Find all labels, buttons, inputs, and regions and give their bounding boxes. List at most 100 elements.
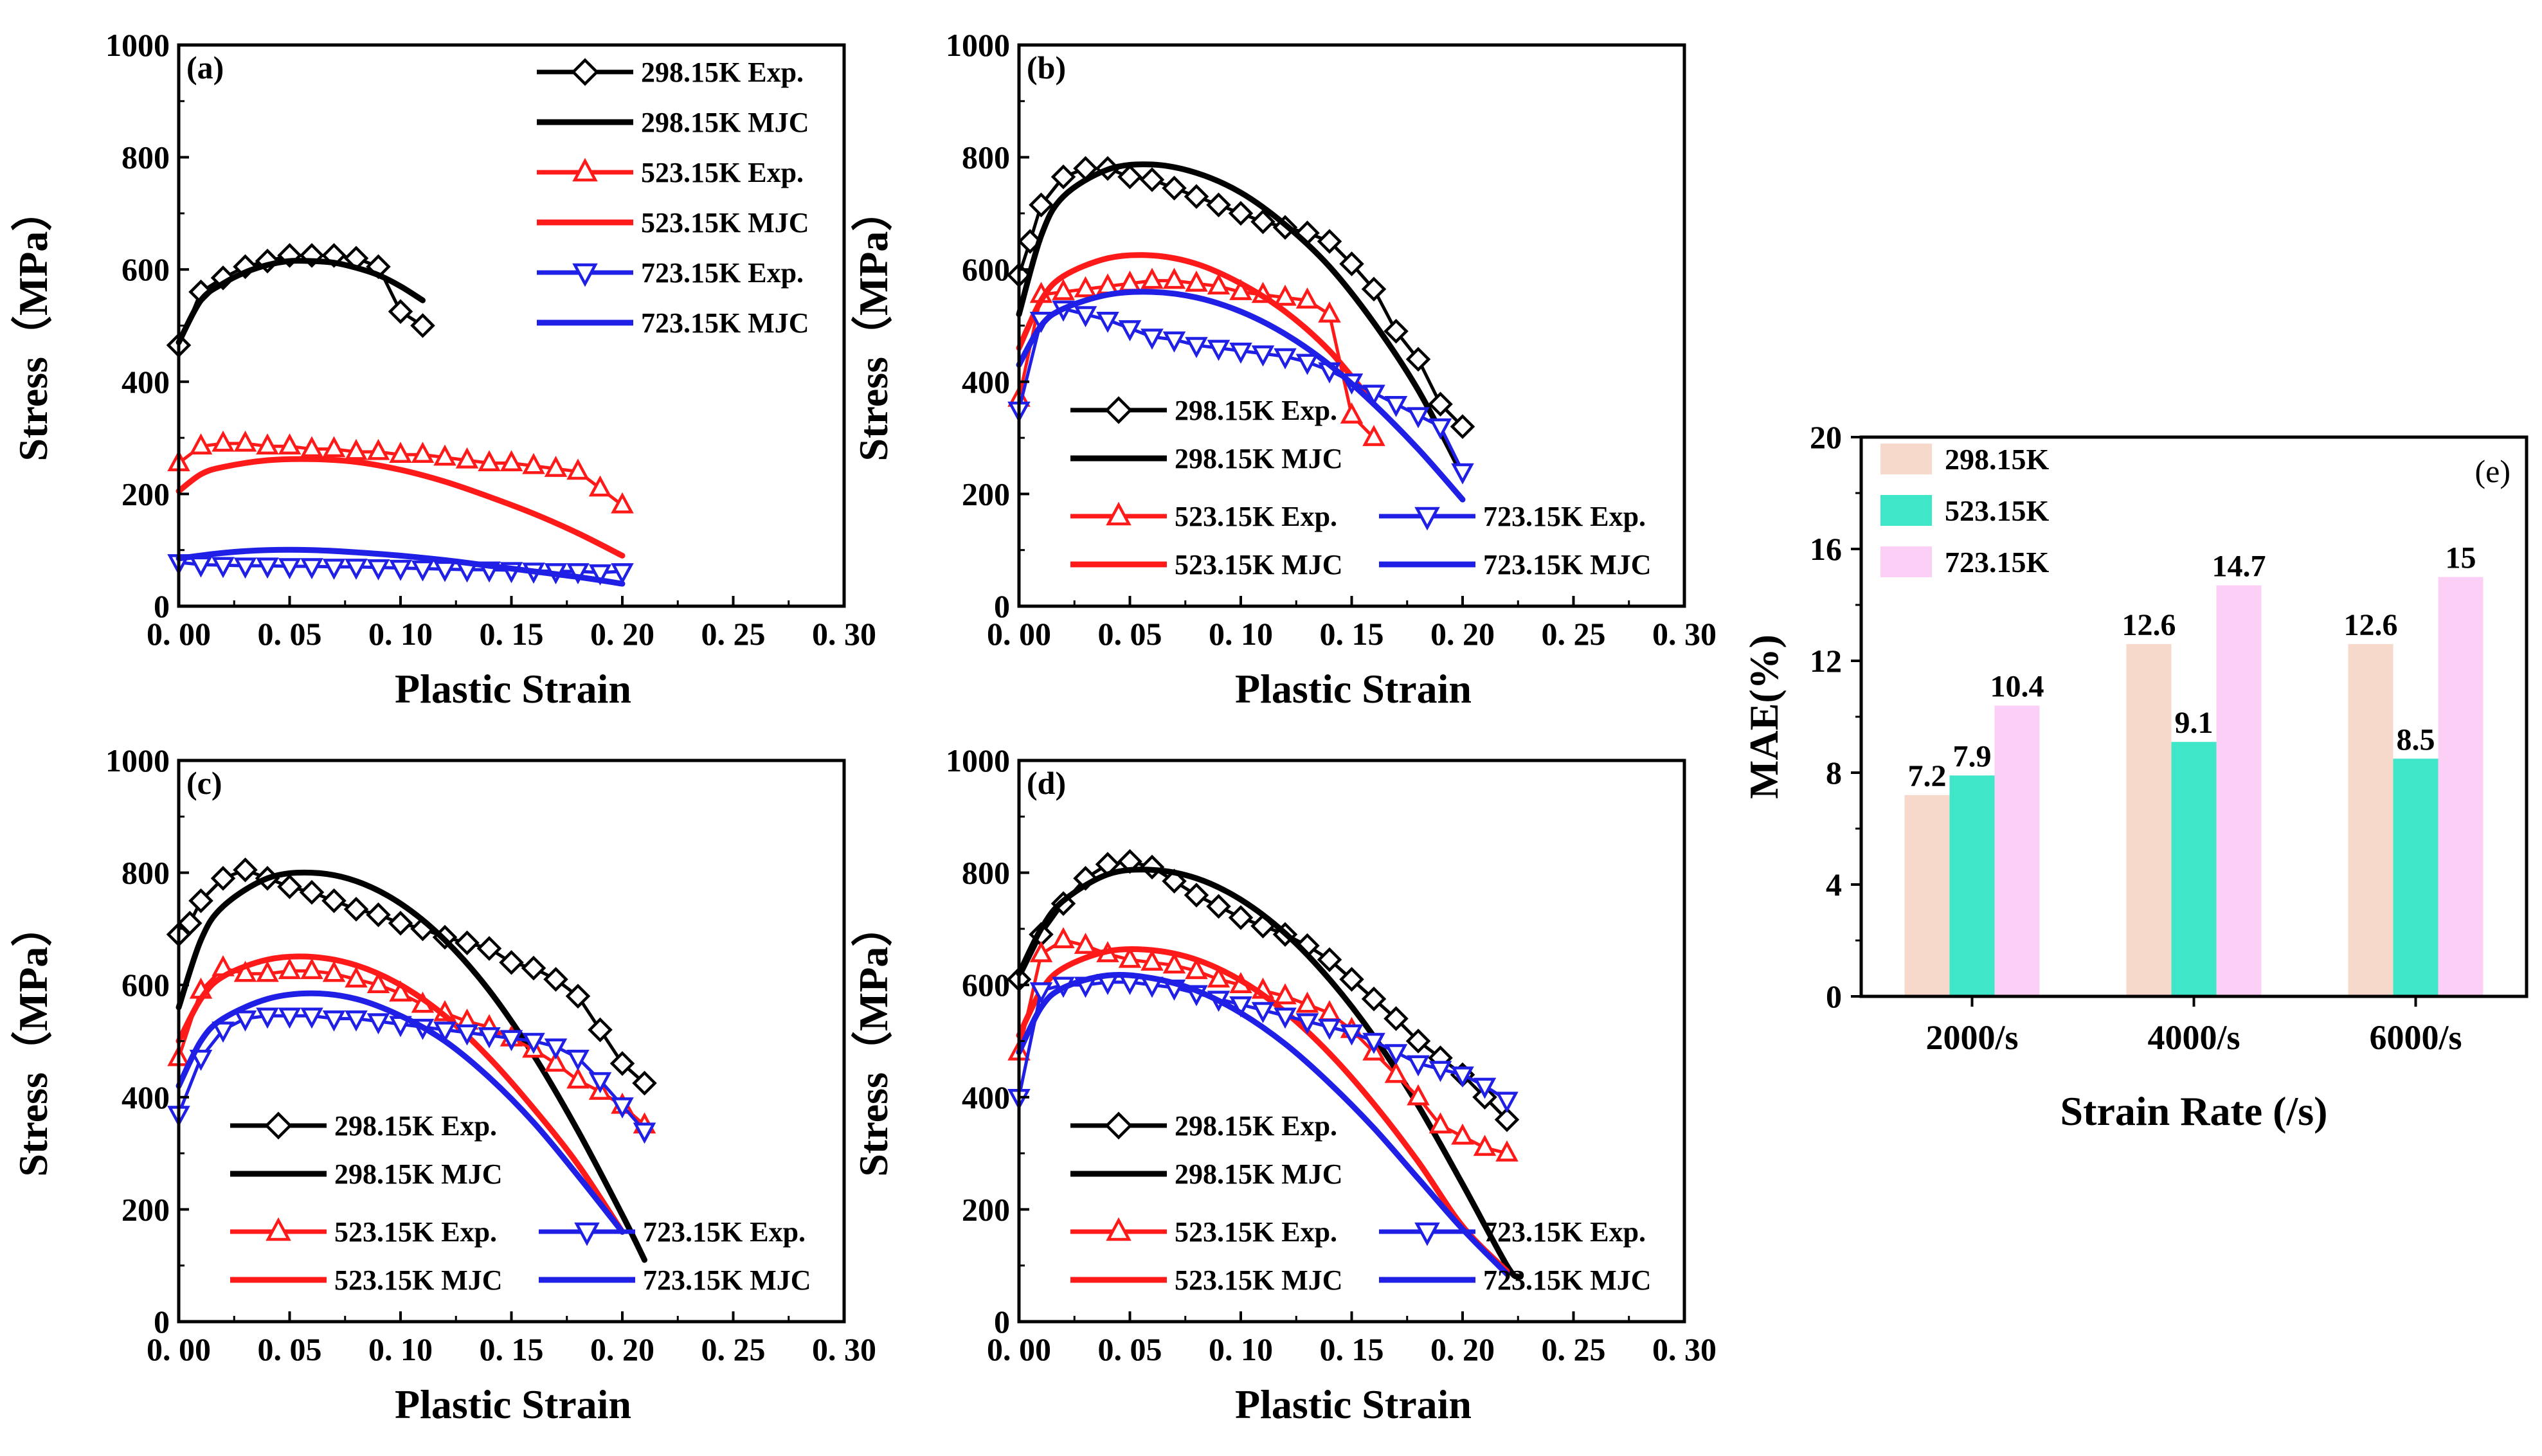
exp-data-point [1362,424,1385,446]
exp-data-point [1251,1002,1275,1023]
exp-data-point [499,949,524,975]
exp-data-point [1207,966,1230,988]
exp-data-point [388,299,413,324]
exp-data-point [278,1007,302,1029]
legend-item: 723.15K MJC [539,1264,811,1296]
legend-item: 723.15K MJC [1379,549,1652,580]
bar-value-label: 15 [2446,541,2476,575]
exp-data-point [522,453,545,474]
mjc-fit-line [176,953,626,1235]
x-tick-label: 0. 05 [1098,616,1162,652]
exp-data-point [1162,267,1186,289]
exp-data-point [1250,209,1276,235]
legend-item: 523.15K [1880,494,2050,527]
legend-item: 523.15K Exp. [230,1216,497,1248]
exp-data-point [455,447,479,469]
exp-data-point [1139,167,1165,192]
exp-data-point [566,458,590,480]
legend-swatch-marker [1414,1222,1440,1246]
exp-data-point [478,1027,501,1048]
x-tick-label: 0. 30 [1652,1331,1717,1367]
exp-data-point [1384,395,1408,417]
exp-data-point [566,563,590,585]
exp-data-point [1274,348,1297,370]
x-tick-label: 0. 30 [812,1331,876,1367]
exp-data-point [611,1097,634,1119]
legend-swatch-marker [1104,396,1133,424]
legend-item: 298.15K Exp. [537,57,804,88]
legend-swatch [1880,495,1932,526]
legend-item: 723.15K Exp. [539,1216,806,1248]
legend-swatch-marker [1104,1111,1133,1140]
exp-data-point [389,559,412,581]
legend-item: 298.15K Exp. [230,1110,497,1142]
exp-data-point [321,888,347,913]
exp-data-point [1384,1061,1408,1083]
mae-bar-panel: 7.2 12.6 12.6 7.9 9.1 8.5 10.4 14.7 15 0 4 8 12 16 20 2… [1741,419,2528,1134]
legend-label: 523.15K MJC [334,1264,503,1296]
exp-data-point [322,960,346,982]
mjc-fit-line [1016,161,1466,478]
y-tick-label: 200 [122,476,170,512]
exp-data-point [1029,941,1053,962]
legend-label: 723.15K Exp. [1483,1216,1646,1248]
exp-data-point [500,450,523,472]
legend-label: 298.15K Exp. [1175,395,1337,426]
exp-data-point [278,433,302,454]
panel-label: (b) [1027,49,1066,85]
exp-data-point [1451,463,1474,485]
exp-data-point [366,559,390,580]
legend-item: 298.15K MJC [537,107,809,138]
legend: 298.15K Exp. 298.15K MJC 523.15K Exp. 523.1… [230,1110,811,1296]
x-tick-label: 0. 00 [147,616,211,652]
y-tick-label: 1000 [946,27,1010,63]
legend-label: 723.15K MJC [643,1264,811,1296]
y-tick-label: 800 [962,139,1010,175]
x-tick-label: 0. 00 [987,1331,1051,1367]
legend-item: 523.15K MJC [230,1264,503,1296]
bar-298-15K-6000-s [2348,643,2393,996]
y-tick-label: 8 [1826,755,1842,791]
exp-data-point [411,442,435,463]
exp-data-point [1429,1061,1452,1083]
exp-data-point [1429,1112,1452,1134]
exp-data-point [632,1070,657,1096]
bar-298-15K-4000-s [2126,643,2172,996]
exp-data-line [1017,166,1464,428]
x-tick-label: 0. 15 [1320,616,1384,652]
mjc-fit-line [176,258,426,346]
x-tick-label: 0. 10 [1209,1331,1273,1367]
exp-data-point [1495,1140,1519,1162]
exp-data-point [1074,276,1097,298]
exp-data-point [343,897,369,922]
exp-data-point [233,857,258,883]
exp-data-point [256,1007,279,1029]
bar-523-15K-6000-s [2393,759,2438,996]
exp-data-point [611,563,634,585]
legend-item: 523.15K MJC [537,207,809,238]
legend-swatch-marker [266,1217,291,1241]
exp-data-point [1405,346,1431,372]
exp-data-point [278,558,302,580]
exp-data-point [1029,192,1054,218]
exp-data-point [277,874,302,899]
exp-data-point [1317,229,1342,254]
exp-data-point [433,1021,456,1043]
exp-data-point [1451,1066,1474,1088]
y-axis-title: Stress（MPa） [10,906,56,1177]
bar-value-label: 9.1 [2175,706,2213,740]
exp-data-point [1117,164,1142,190]
x-tick-label: 2000/s [1925,1018,2018,1057]
exp-data-point [1017,229,1043,254]
exp-data-point [233,430,257,452]
exp-data-point [300,958,323,980]
exp-data-point [410,313,435,338]
y-tick-label: 0 [994,588,1010,624]
exp-data-point [1206,192,1231,218]
legend-label: 523.15K Exp. [1175,501,1337,532]
exp-data-point [543,967,568,992]
exp-data-point [1184,184,1209,209]
exp-data-point [1295,287,1319,309]
exp-data-point [1162,331,1186,353]
exp-data-point [609,1051,635,1076]
